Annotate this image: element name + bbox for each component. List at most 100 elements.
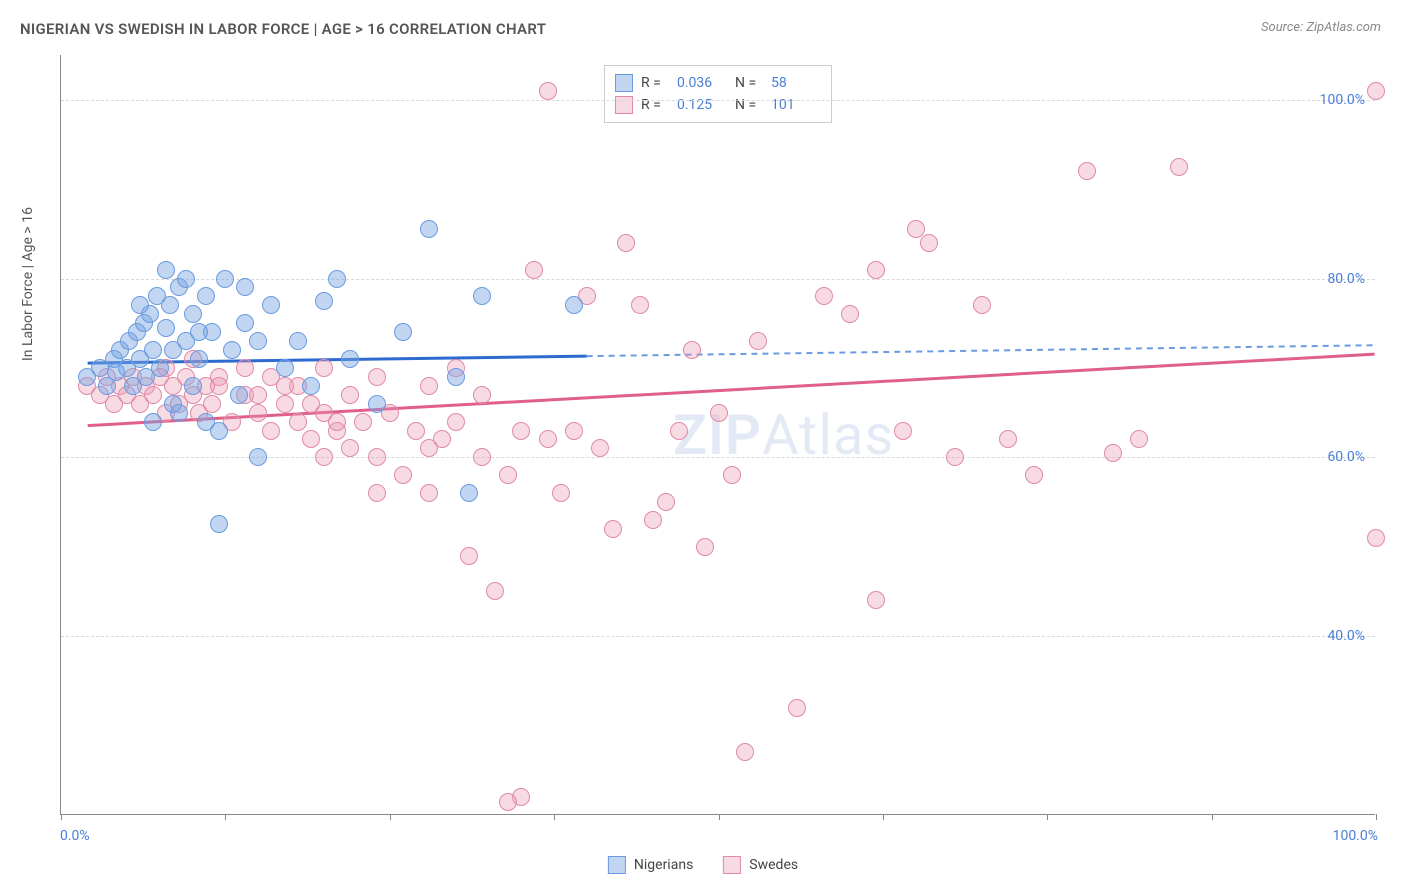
pink-point [420, 377, 438, 395]
r-label: R = [641, 75, 669, 91]
x-axis-end-label: 100.0% [1333, 828, 1378, 844]
pink-point [512, 422, 530, 440]
pink-point [1170, 158, 1188, 176]
blue-point [276, 359, 294, 377]
pink-point [447, 413, 465, 431]
blue-point [420, 220, 438, 238]
blue-point [249, 332, 267, 350]
blue-point [230, 386, 248, 404]
gridline [61, 279, 1375, 280]
pink-point [276, 395, 294, 413]
pink-point [249, 386, 267, 404]
x-tick [1376, 814, 1377, 820]
x-axis-start-label: 0.0% [60, 828, 90, 844]
blue-point [157, 319, 175, 337]
pink-point [473, 386, 491, 404]
pink-point [736, 743, 754, 761]
plot-area: ZIPAtlas R =0.036N =58R =0.125N =101 40.… [60, 55, 1375, 815]
gridline [61, 100, 1375, 101]
series-legend: Nigerians Swedes [608, 856, 798, 874]
n-label: N = [735, 75, 763, 91]
pink-point [867, 261, 885, 279]
blue-point [368, 395, 386, 413]
pink-point [1104, 444, 1122, 462]
blue-point [157, 261, 175, 279]
legend-label: Nigerians [634, 857, 693, 873]
legend-item: Nigerians [608, 856, 693, 874]
pink-point [1367, 82, 1385, 100]
blue-point [473, 287, 491, 305]
y-axis-title: In Labor Force | Age > 16 [20, 207, 36, 361]
legend-swatch [615, 74, 633, 92]
y-tick-label: 80.0% [1327, 271, 1365, 287]
blue-point [460, 484, 478, 502]
pink-point [788, 699, 806, 717]
pink-point [815, 287, 833, 305]
pink-point [394, 466, 412, 484]
pink-point [1025, 466, 1043, 484]
pink-point [710, 404, 728, 422]
blue-point [161, 296, 179, 314]
chart-title: NIGERIAN VS SWEDISH IN LABOR FORCE | AGE… [20, 20, 546, 38]
pink-point [657, 493, 675, 511]
blue-point [328, 270, 346, 288]
blue-point [184, 305, 202, 323]
pink-point [1130, 430, 1148, 448]
blue-point [447, 368, 465, 386]
blue-point [223, 341, 241, 359]
source-attribution: Source: ZipAtlas.com [1261, 20, 1381, 35]
blue-point [236, 314, 254, 332]
blue-point [184, 377, 202, 395]
pink-point [604, 520, 622, 538]
pink-point [315, 448, 333, 466]
pink-point [368, 484, 386, 502]
blue-point [565, 296, 583, 314]
x-tick [554, 814, 555, 820]
blue-point [262, 296, 280, 314]
pink-point [302, 430, 320, 448]
pink-point [946, 448, 964, 466]
blue-point [197, 413, 215, 431]
pink-point [486, 582, 504, 600]
pink-point [644, 511, 662, 529]
blue-point [341, 350, 359, 368]
pink-point [203, 395, 221, 413]
pink-point [973, 296, 991, 314]
blue-point [144, 413, 162, 431]
blue-point [131, 296, 149, 314]
legend-label: Swedes [749, 857, 798, 873]
pink-point [368, 448, 386, 466]
blue-point [177, 270, 195, 288]
pink-point [525, 261, 543, 279]
blue-point [302, 377, 320, 395]
blue-point [151, 359, 169, 377]
pink-point [249, 404, 267, 422]
blue-point [190, 323, 208, 341]
blue-point [190, 350, 208, 368]
pink-point [289, 413, 307, 431]
r-value: 0.036 [677, 75, 727, 91]
blue-point [249, 448, 267, 466]
pink-point [617, 234, 635, 252]
stats-legend-row: R =0.125N =101 [615, 94, 821, 116]
pink-point [894, 422, 912, 440]
pink-point [591, 439, 609, 457]
x-tick [719, 814, 720, 820]
pink-point [144, 386, 162, 404]
pink-point [696, 538, 714, 556]
legend-swatch [615, 96, 633, 114]
pink-point [407, 422, 425, 440]
pink-point [262, 422, 280, 440]
blue-point [289, 332, 307, 350]
pink-point [999, 430, 1017, 448]
pink-point [368, 368, 386, 386]
pink-point [867, 591, 885, 609]
pink-point [552, 484, 570, 502]
legend-item: Swedes [723, 856, 798, 874]
pink-point [539, 430, 557, 448]
x-tick [883, 814, 884, 820]
legend-swatch [608, 856, 626, 874]
y-tick-label: 100.0% [1320, 92, 1365, 108]
pink-point [236, 359, 254, 377]
pink-point [499, 466, 517, 484]
